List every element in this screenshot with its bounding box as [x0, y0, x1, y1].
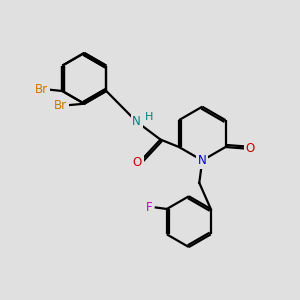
Text: F: F [146, 201, 152, 214]
Text: H: H [145, 112, 153, 122]
Text: O: O [133, 156, 142, 169]
Text: Br: Br [54, 99, 67, 112]
Text: N: N [198, 154, 207, 167]
Text: Br: Br [35, 83, 48, 96]
Text: O: O [246, 142, 255, 155]
Text: N: N [132, 115, 141, 128]
